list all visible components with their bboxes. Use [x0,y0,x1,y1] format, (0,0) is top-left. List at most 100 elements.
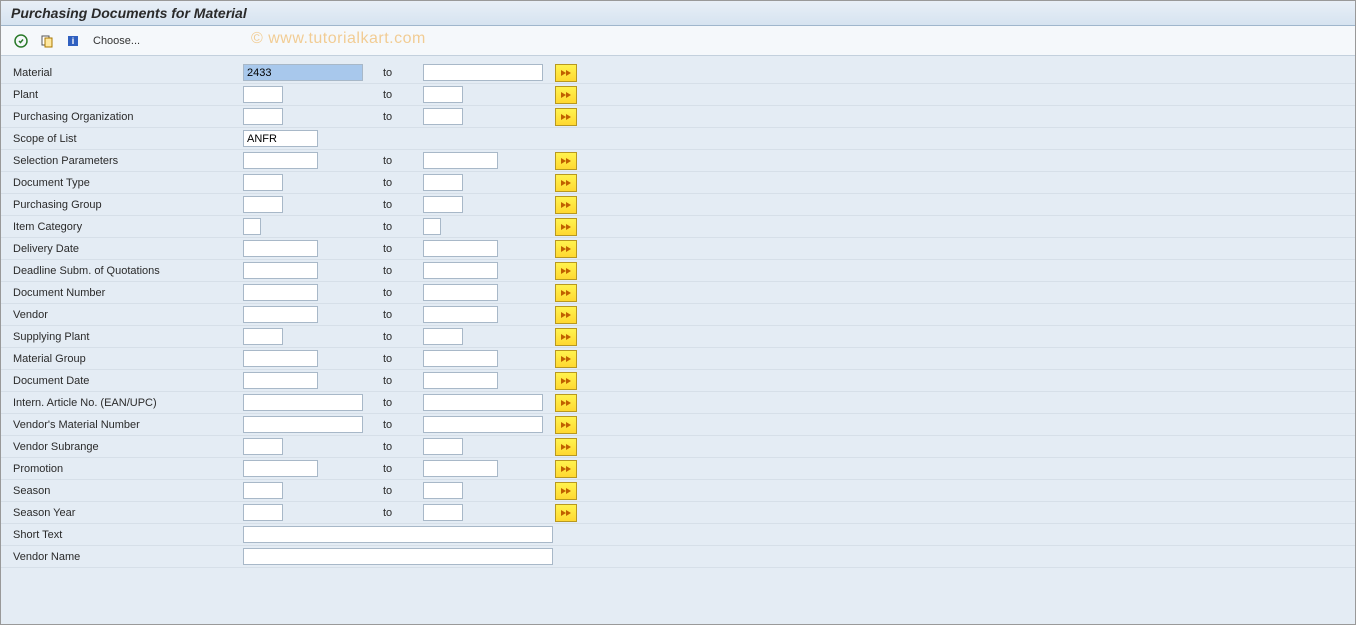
plant-multiple-selection-button[interactable] [555,86,577,104]
deadline-to-label: to [363,265,423,277]
seasonyr-from-input[interactable] [243,504,283,521]
itemcat-from-input[interactable] [243,218,261,235]
porg-to-input[interactable] [423,108,463,125]
vsubrange-multiple-selection-button[interactable] [555,438,577,456]
row-itemcat: Item Categoryto [1,216,1355,238]
deldate-from-input[interactable] [243,240,318,257]
vendor-to-label: to [363,309,423,321]
deldate-multiple-selection-button[interactable] [555,240,577,258]
row-scope: Scope of List [1,128,1355,150]
vmatnum-to-input[interactable] [423,416,543,433]
splant-multiple-selection-button[interactable] [555,328,577,346]
season-to-label: to [363,485,423,497]
row-porg: Purchasing Organizationto [1,106,1355,128]
vsubrange-label: Vendor Subrange [13,441,243,453]
matgrp-to-input[interactable] [423,350,498,367]
vendor-multiple-selection-button[interactable] [555,306,577,324]
pgrp-from-input[interactable] [243,196,283,213]
promotion-multiple-selection-button[interactable] [555,460,577,478]
selparam-to-input[interactable] [423,152,498,169]
selection-form: MaterialtoPlanttoPurchasing Organization… [1,56,1355,624]
row-docnum: Document Numberto [1,282,1355,304]
deadline-from-input[interactable] [243,262,318,279]
season-multiple-selection-button[interactable] [555,482,577,500]
row-vsubrange: Vendor Subrangeto [1,436,1355,458]
promotion-to-input[interactable] [423,460,498,477]
row-season: Seasonto [1,480,1355,502]
docnum-to-input[interactable] [423,284,498,301]
material-to-label: to [363,67,423,79]
vmatnum-from-input[interactable] [243,416,363,433]
porg-label: Purchasing Organization [13,111,243,123]
porg-from-input[interactable] [243,108,283,125]
itemcat-to-input[interactable] [423,218,441,235]
selparam-multiple-selection-button[interactable] [555,152,577,170]
variant-icon[interactable] [37,31,57,51]
vsubrange-to-input[interactable] [423,438,463,455]
plant-to-input[interactable] [423,86,463,103]
row-vendor: Vendorto [1,304,1355,326]
row-plant: Plantto [1,84,1355,106]
doctype-label: Document Type [13,177,243,189]
seasonyr-multiple-selection-button[interactable] [555,504,577,522]
season-from-input[interactable] [243,482,283,499]
doctype-to-label: to [363,177,423,189]
docdate-to-input[interactable] [423,372,498,389]
splant-from-input[interactable] [243,328,283,345]
material-multiple-selection-button[interactable] [555,64,577,82]
deadline-multiple-selection-button[interactable] [555,262,577,280]
doctype-from-input[interactable] [243,174,283,191]
execute-icon[interactable] [11,31,31,51]
row-vmatnum: Vendor's Material Numberto [1,414,1355,436]
docnum-multiple-selection-button[interactable] [555,284,577,302]
matgrp-multiple-selection-button[interactable] [555,350,577,368]
row-seasonyr: Season Yearto [1,502,1355,524]
splant-to-input[interactable] [423,328,463,345]
pgrp-multiple-selection-button[interactable] [555,196,577,214]
ean-from-input[interactable] [243,394,363,411]
vsubrange-from-input[interactable] [243,438,283,455]
matgrp-to-label: to [363,353,423,365]
material-from-input[interactable] [243,64,363,81]
itemcat-multiple-selection-button[interactable] [555,218,577,236]
row-promotion: Promotion to [1,458,1355,480]
row-shorttext: Short Text [1,524,1355,546]
ean-to-label: to [363,397,423,409]
seasonyr-to-input[interactable] [423,504,463,521]
row-splant: Supplying Plantto [1,326,1355,348]
docnum-from-input[interactable] [243,284,318,301]
plant-from-input[interactable] [243,86,283,103]
info-icon[interactable]: i [63,31,83,51]
deadline-to-input[interactable] [423,262,498,279]
docdate-from-input[interactable] [243,372,318,389]
vendor-from-input[interactable] [243,306,318,323]
itemcat-to-label: to [363,221,423,233]
scope-from-input[interactable] [243,130,318,147]
promotion-to-label: to [363,463,423,475]
selparam-from-input[interactable] [243,152,318,169]
doctype-to-input[interactable] [423,174,463,191]
vendor-to-input[interactable] [423,306,498,323]
vendorname-from-input[interactable] [243,548,553,565]
doctype-multiple-selection-button[interactable] [555,174,577,192]
ean-to-input[interactable] [423,394,543,411]
pgrp-to-input[interactable] [423,196,463,213]
docdate-to-label: to [363,375,423,387]
docdate-multiple-selection-button[interactable] [555,372,577,390]
matgrp-from-input[interactable] [243,350,318,367]
row-deadline: Deadline Subm. of Quotationsto [1,260,1355,282]
ean-label: Intern. Article No. (EAN/UPC) [13,397,243,409]
promotion-label: Promotion [13,463,243,475]
deldate-to-input[interactable] [423,240,498,257]
season-to-input[interactable] [423,482,463,499]
promotion-from-input[interactable] [243,460,318,477]
shorttext-from-input[interactable] [243,526,553,543]
row-docdate: Document Dateto [1,370,1355,392]
porg-multiple-selection-button[interactable] [555,108,577,126]
svg-text:i: i [72,36,75,46]
material-to-input[interactable] [423,64,543,81]
vmatnum-multiple-selection-button[interactable] [555,416,577,434]
ean-multiple-selection-button[interactable] [555,394,577,412]
seasonyr-label: Season Year [13,507,243,519]
choose-button[interactable]: Choose... [93,35,140,47]
